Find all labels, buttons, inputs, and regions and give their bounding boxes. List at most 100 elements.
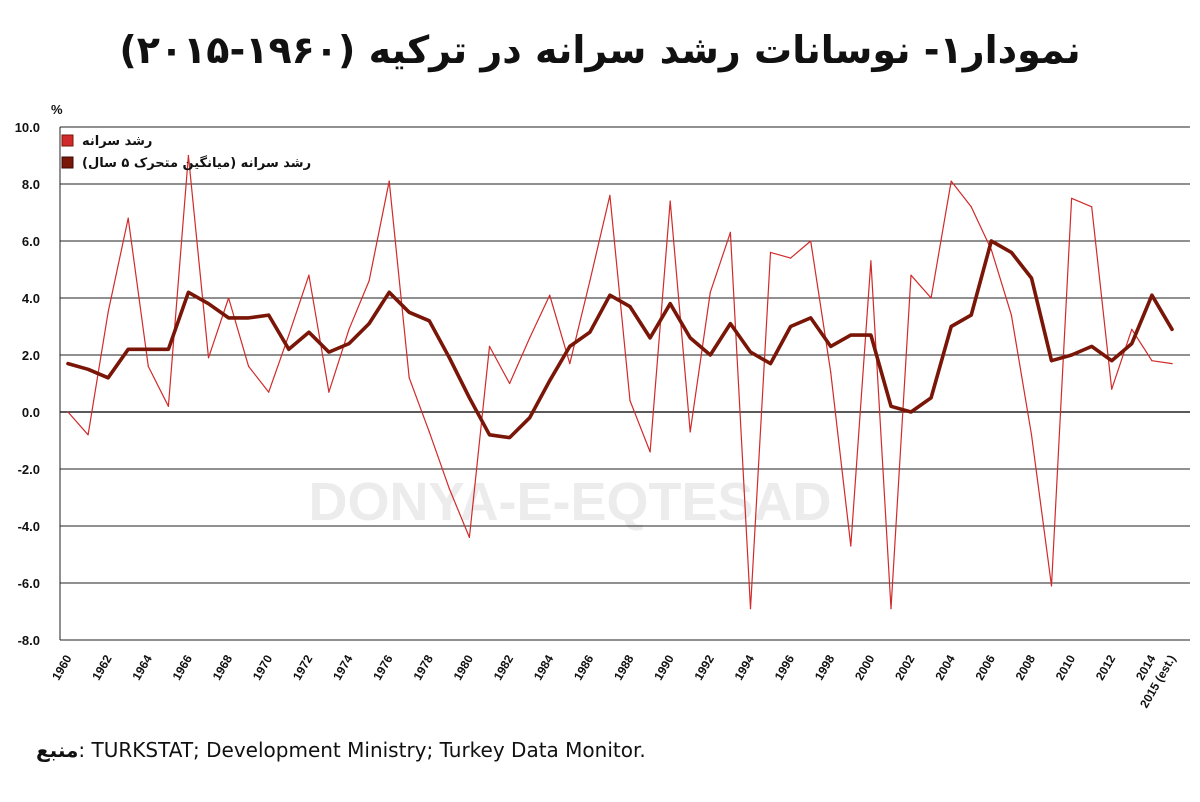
point-annual xyxy=(308,274,310,276)
point-annual xyxy=(288,334,290,336)
chart-title: نمودار۱- نوسانات رشد سرانه در ترکیه (۱۹۶… xyxy=(119,28,1081,72)
point-annual xyxy=(187,154,189,157)
point-annual xyxy=(1151,360,1153,362)
point-annual xyxy=(990,249,992,251)
legend-swatch-moving-avg xyxy=(61,156,74,169)
x-tick: 1968 xyxy=(210,652,236,682)
point-moving-avg xyxy=(609,294,611,296)
point-annual xyxy=(629,400,631,402)
y-axis-ticks: 10.0 8.0 6.0 4.0 2.0 0.0 -2.0 -4.0 -6.0 -8.0 xyxy=(15,120,40,648)
point-moving-avg xyxy=(408,311,410,313)
point-moving-avg xyxy=(589,331,591,333)
point-moving-avg xyxy=(428,320,430,322)
point-annual xyxy=(1030,434,1033,436)
y-tick-label: -4.0 xyxy=(18,519,40,534)
x-tick: 2006 xyxy=(972,652,998,682)
point-annual xyxy=(368,280,370,282)
legend-item-moving-avg: رشد سرانه (میانگین متحرک ۵ سال) xyxy=(61,155,311,171)
point-annual xyxy=(468,536,470,539)
point-annual xyxy=(890,608,892,610)
point-moving-avg xyxy=(448,357,450,359)
legend-label-annual: رشد سرانه xyxy=(82,134,152,149)
point-annual xyxy=(1091,206,1093,208)
x-tick: 2012 xyxy=(1093,652,1119,682)
y-axis-unit: % xyxy=(51,102,63,117)
point-moving-avg xyxy=(1091,345,1093,347)
point-annual xyxy=(910,274,912,276)
point-annual xyxy=(428,431,430,433)
point-moving-avg xyxy=(1151,294,1153,296)
point-moving-avg xyxy=(890,405,892,407)
x-tick: 1996 xyxy=(772,652,798,682)
point-annual xyxy=(1171,363,1173,365)
point-moving-avg xyxy=(1131,343,1133,345)
x-tick: 1990 xyxy=(651,652,677,682)
point-moving-avg xyxy=(870,334,872,336)
point-annual xyxy=(709,291,711,293)
point-annual xyxy=(669,200,671,202)
point-moving-avg xyxy=(288,348,290,350)
point-moving-avg xyxy=(850,334,852,336)
point-annual xyxy=(488,345,491,347)
point-moving-avg xyxy=(468,397,470,399)
point-annual xyxy=(970,206,972,208)
point-annual xyxy=(1050,585,1053,587)
point-annual xyxy=(649,451,651,453)
point-moving-avg xyxy=(368,323,370,325)
legend-swatch-annual xyxy=(61,134,74,147)
point-moving-avg xyxy=(990,240,992,242)
point-moving-avg xyxy=(930,397,932,399)
x-tick: 1962 xyxy=(89,652,115,682)
point-moving-avg xyxy=(488,434,491,436)
x-tick-label: 2006 xyxy=(972,652,998,682)
y-tick-label: 4.0 xyxy=(22,291,40,306)
y-tick-label: -8.0 xyxy=(18,633,40,648)
y-tick-label: 2.0 xyxy=(22,348,40,363)
point-moving-avg xyxy=(228,317,230,319)
x-tick-label: 1986 xyxy=(571,652,597,682)
point-moving-avg xyxy=(268,314,270,316)
point-annual xyxy=(609,194,611,196)
point-moving-avg xyxy=(207,303,210,305)
x-tick-label: 1996 xyxy=(772,652,798,682)
x-tick: 2002 xyxy=(892,652,918,682)
x-tick: 1974 xyxy=(330,652,356,682)
point-moving-avg xyxy=(970,314,972,316)
x-tick: 2010 xyxy=(1053,652,1079,682)
x-tick: 1988 xyxy=(611,652,637,682)
x-tick-label: 2004 xyxy=(932,652,958,682)
point-annual xyxy=(1111,388,1113,390)
x-tick: 2000 xyxy=(852,652,878,682)
point-moving-avg xyxy=(1010,251,1013,253)
x-tick: 1978 xyxy=(410,652,436,682)
point-annual xyxy=(448,488,450,490)
x-tick-label: 1994 xyxy=(732,652,758,682)
point-annual xyxy=(268,391,270,393)
x-tick-label: 2002 xyxy=(892,652,918,682)
x-tick-label: 1960 xyxy=(49,652,75,682)
point-moving-avg xyxy=(1071,354,1073,356)
x-tick-label: 1976 xyxy=(370,652,396,682)
point-moving-avg xyxy=(147,348,149,350)
series-line-moving-avg xyxy=(66,239,1174,440)
point-moving-avg xyxy=(910,411,912,413)
source-note: منبع: TURKSTAT; Development Ministry; Tu… xyxy=(36,738,646,762)
point-annual xyxy=(348,328,350,330)
point-moving-avg xyxy=(67,363,69,365)
point-annual xyxy=(930,297,932,299)
line-chart: DONYA-E-EQTESAD 10.0 8.0 6.0 4.0 2.0 0.0 -2.0 -… xyxy=(15,102,1190,710)
x-tick-label: 2008 xyxy=(1013,652,1039,682)
point-annual xyxy=(167,405,169,407)
y-tick-label: -2.0 xyxy=(18,462,40,477)
x-tick-label: 1968 xyxy=(210,652,236,682)
x-tick-label: 1992 xyxy=(691,652,717,682)
x-tick: 1972 xyxy=(290,652,316,682)
point-annual xyxy=(248,365,250,367)
x-tick-label: 2012 xyxy=(1093,652,1119,682)
point-moving-avg xyxy=(308,331,310,333)
legend-label-moving-avg: رشد سرانه (میانگین متحرک ۵ سال) xyxy=(82,155,311,171)
point-moving-avg xyxy=(689,337,691,339)
y-tick-label: 10.0 xyxy=(15,120,40,135)
point-annual xyxy=(529,337,531,339)
point-moving-avg xyxy=(348,343,350,345)
